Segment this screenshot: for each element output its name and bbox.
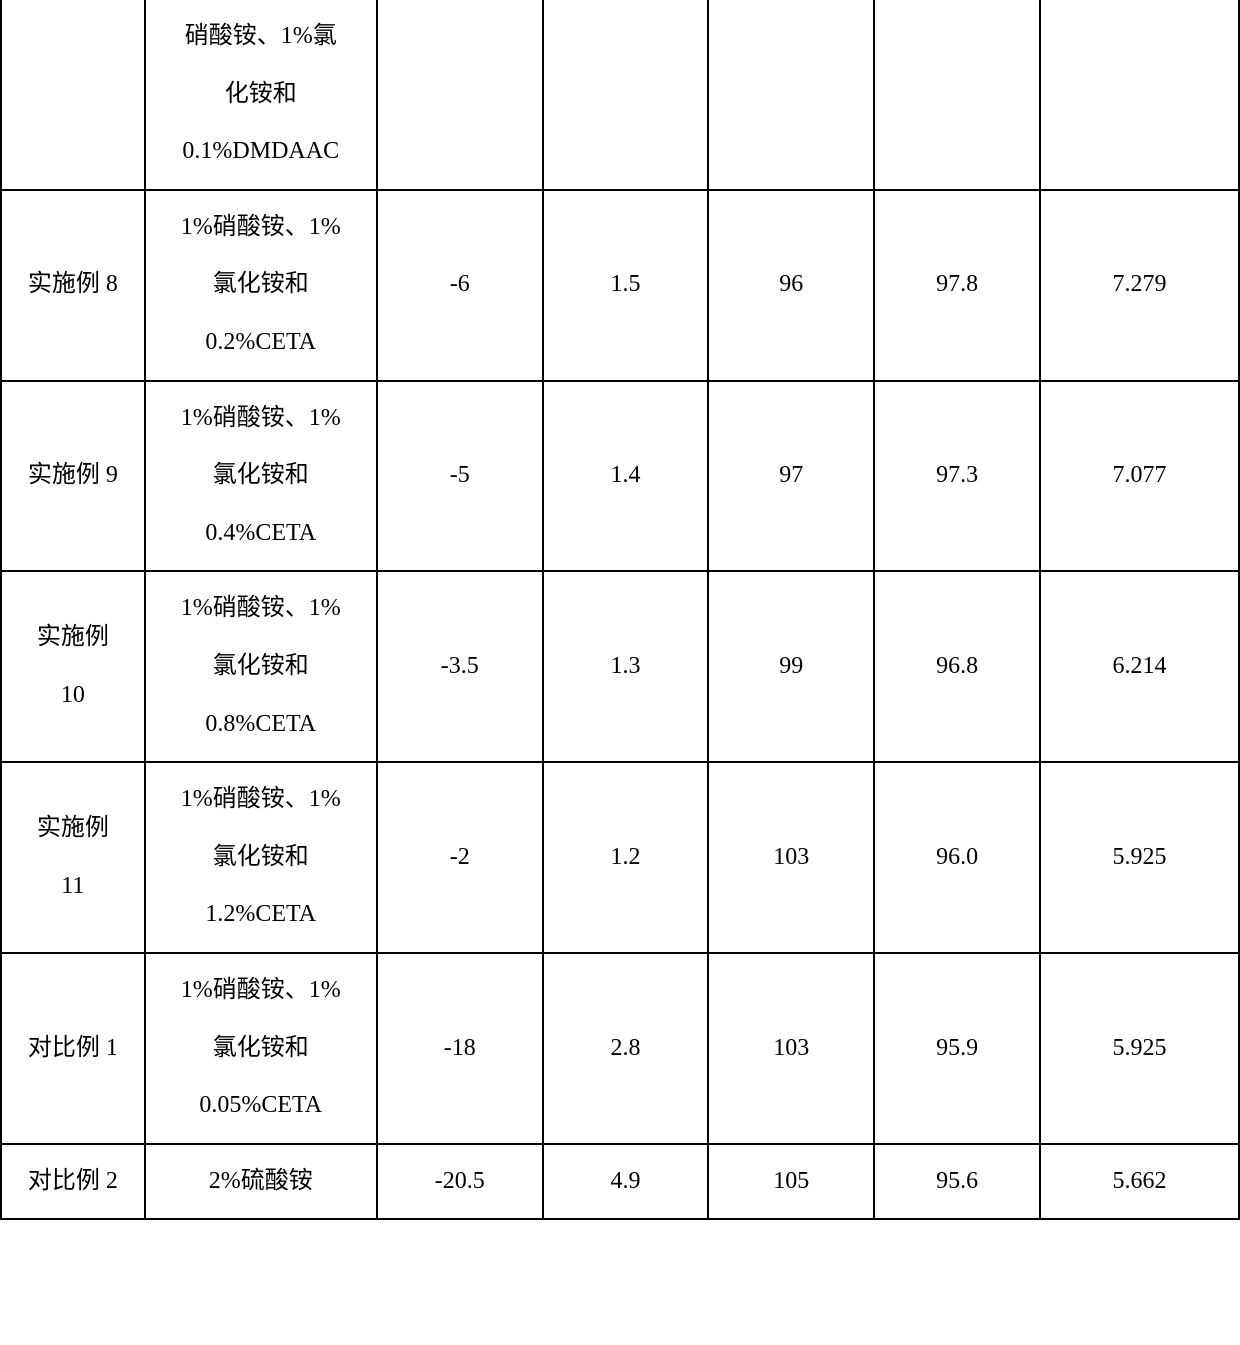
- cell-label: 实施例 9: [1, 381, 145, 572]
- cell-composition: 硝酸铵、1%氯 化铵和 0.1%DMDAAC: [145, 0, 377, 190]
- cell-value: 2.8: [543, 953, 709, 1144]
- cell-label: 对比例 1: [1, 953, 145, 1144]
- table-row: 实施例 9 1%硝酸铵、1% 氯化铵和 0.4%CETA -5 1.4 97 9…: [1, 381, 1239, 572]
- cell-value: -3.5: [377, 571, 543, 762]
- cell-value: 5.662: [1040, 1144, 1239, 1220]
- cell-value: 95.9: [874, 953, 1040, 1144]
- cell-value: 105: [708, 1144, 874, 1220]
- cell-value: 7.279: [1040, 190, 1239, 381]
- line: 0.2%CETA: [205, 329, 316, 355]
- table-row: 硝酸铵、1%氯 化铵和 0.1%DMDAAC: [1, 0, 1239, 190]
- line: 1%硝酸铵、1%: [181, 405, 341, 431]
- line: 1%硝酸铵、1%: [181, 786, 341, 812]
- cell-value: -5: [377, 381, 543, 572]
- line: 0.8%CETA: [205, 711, 316, 737]
- line: 10: [61, 682, 85, 708]
- line: 硝酸铵、1%氯: [185, 23, 337, 49]
- cell-value: 96.0: [874, 762, 1040, 953]
- line: 实施例: [37, 624, 109, 650]
- cell-value: 5.925: [1040, 762, 1239, 953]
- cell-composition: 1%硝酸铵、1% 氯化铵和 0.05%CETA: [145, 953, 377, 1144]
- cell-composition: 1%硝酸铵、1% 氯化铵和 0.4%CETA: [145, 381, 377, 572]
- cell-value: 103: [708, 762, 874, 953]
- cell-value: [1040, 0, 1239, 190]
- line: 氯化铵和: [213, 653, 309, 679]
- cell-value: [874, 0, 1040, 190]
- cell-label: 实施例 8: [1, 190, 145, 381]
- line: 1.2%CETA: [205, 901, 316, 927]
- cell-value: 96: [708, 190, 874, 381]
- cell-value: 95.6: [874, 1144, 1040, 1220]
- cell-value: -18: [377, 953, 543, 1144]
- cell-value: 4.9: [543, 1144, 709, 1220]
- cell-value: 7.077: [1040, 381, 1239, 572]
- table-row: 实施例 11 1%硝酸铵、1% 氯化铵和 1.2%CETA -2 1.2 103…: [1, 762, 1239, 953]
- cell-value: -20.5: [377, 1144, 543, 1220]
- cell-value: 99: [708, 571, 874, 762]
- data-table: 硝酸铵、1%氯 化铵和 0.1%DMDAAC 实施例 8 1%硝酸铵、1% 氯化…: [0, 0, 1240, 1220]
- line: 实施例: [37, 815, 109, 841]
- cell-value: -2: [377, 762, 543, 953]
- cell-label: 实施例 10: [1, 571, 145, 762]
- cell-composition: 1%硝酸铵、1% 氯化铵和 0.8%CETA: [145, 571, 377, 762]
- cell-label: 实施例 11: [1, 762, 145, 953]
- cell-value: 97: [708, 381, 874, 572]
- line: 1%硝酸铵、1%: [181, 977, 341, 1003]
- cell-value: 103: [708, 953, 874, 1144]
- cell-value: [543, 0, 709, 190]
- line: 1%硝酸铵、1%: [181, 214, 341, 240]
- cell-value: 1.2: [543, 762, 709, 953]
- cell-value: 1.5: [543, 190, 709, 381]
- table-row: 对比例 2 2%硫酸铵 -20.5 4.9 105 95.6 5.662: [1, 1144, 1239, 1220]
- line: 0.05%CETA: [199, 1092, 322, 1118]
- line: 氯化铵和: [213, 462, 309, 488]
- cell-value: [377, 0, 543, 190]
- cell-label: [1, 0, 145, 190]
- table-row: 对比例 1 1%硝酸铵、1% 氯化铵和 0.05%CETA -18 2.8 10…: [1, 953, 1239, 1144]
- cell-composition: 1%硝酸铵、1% 氯化铵和 1.2%CETA: [145, 762, 377, 953]
- line: 氯化铵和: [213, 1035, 309, 1061]
- cell-value: 1.3: [543, 571, 709, 762]
- line: 11: [61, 873, 84, 899]
- line: 氯化铵和: [213, 844, 309, 870]
- line: 1%硝酸铵、1%: [181, 595, 341, 621]
- cell-value: 97.8: [874, 190, 1040, 381]
- cell-value: 6.214: [1040, 571, 1239, 762]
- cell-label: 对比例 2: [1, 1144, 145, 1220]
- cell-value: [708, 0, 874, 190]
- cell-value: 96.8: [874, 571, 1040, 762]
- cell-composition: 1%硝酸铵、1% 氯化铵和 0.2%CETA: [145, 190, 377, 381]
- cell-composition: 2%硫酸铵: [145, 1144, 377, 1220]
- cell-value: 5.925: [1040, 953, 1239, 1144]
- cell-value: 1.4: [543, 381, 709, 572]
- line: 化铵和: [225, 81, 297, 107]
- line: 0.4%CETA: [205, 520, 316, 546]
- cell-value: 97.3: [874, 381, 1040, 572]
- line: 氯化铵和: [213, 271, 309, 297]
- table-row: 实施例 8 1%硝酸铵、1% 氯化铵和 0.2%CETA -6 1.5 96 9…: [1, 190, 1239, 381]
- cell-value: -6: [377, 190, 543, 381]
- line: 0.1%DMDAAC: [182, 138, 339, 164]
- table-row: 实施例 10 1%硝酸铵、1% 氯化铵和 0.8%CETA -3.5 1.3 9…: [1, 571, 1239, 762]
